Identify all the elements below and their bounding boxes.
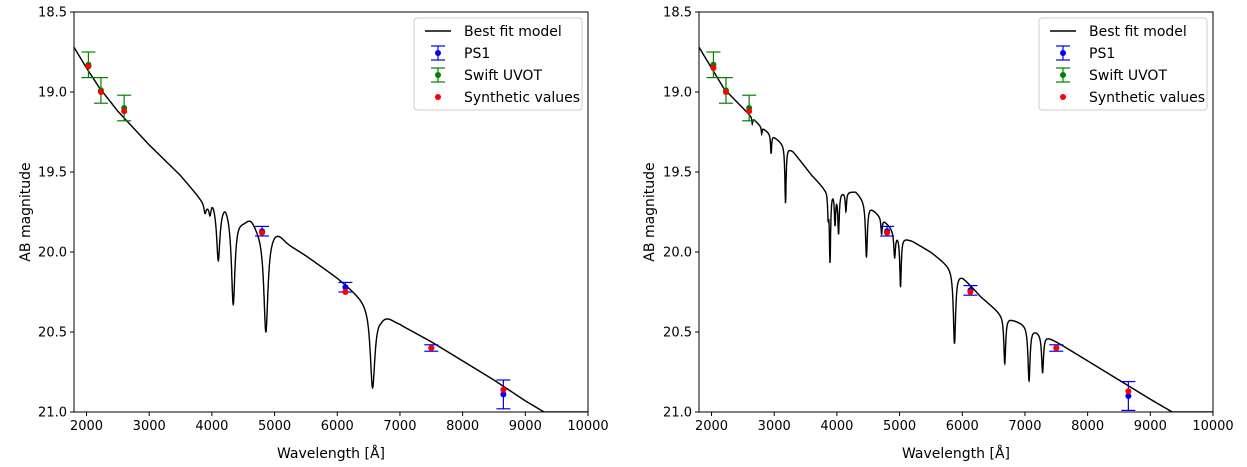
synthetic-point — [1125, 388, 1132, 395]
synthetic-point — [85, 63, 92, 70]
synthetic-point — [259, 229, 266, 236]
legend: Best fit model PS1 Swift UVOT Synthetic … — [1038, 17, 1208, 111]
y-tick-label: 20.0 — [663, 246, 692, 261]
legend-label-model: Best fit model — [1089, 24, 1187, 40]
x-tick-label: 10000 — [567, 419, 608, 434]
x-tick-label: 8000 — [446, 419, 479, 434]
legend-frame — [1038, 17, 1208, 111]
y-tick-label: 19.0 — [38, 86, 67, 101]
y-tick-label: 20.0 — [38, 246, 67, 261]
legend-ps1-swatch — [1056, 45, 1070, 61]
legend-label-ps1: PS1 — [1089, 46, 1115, 62]
legend-swift-swatch — [431, 67, 445, 83]
x-tick-label: 2000 — [70, 419, 103, 434]
legend-label-swift: Swift UVOT — [464, 68, 542, 84]
x-tick-label: 7000 — [1008, 419, 1041, 434]
legend-frame — [413, 17, 583, 111]
x-tick-label: 9000 — [509, 419, 542, 434]
synthetic-point — [342, 289, 349, 295]
y-axis-title: AB magnitude — [18, 162, 34, 261]
x-tick-label: 3000 — [758, 419, 791, 434]
y-tick-label: 19.5 — [663, 166, 692, 181]
y-axis-title: AB magnitude — [642, 162, 658, 261]
legend-label-ps1: PS1 — [464, 46, 490, 62]
chart-panel-right: 2000 3000 4000 5000 6000 7000 8000 9000 10000 18.… — [642, 6, 1234, 463]
x-tick-label: 7000 — [383, 419, 416, 434]
synthetic-point — [121, 108, 128, 115]
synthetic-point — [428, 345, 435, 351]
x-tick-label: 6000 — [321, 419, 354, 434]
legend-label-synthetic: Synthetic values — [464, 90, 580, 106]
legend-label-model: Best fit model — [464, 24, 562, 40]
y-tick-label: 19.5 — [38, 166, 67, 181]
y-tick-label: 18.5 — [663, 6, 692, 21]
best-fit-model-line — [74, 46, 588, 412]
synthetic-point — [746, 108, 753, 115]
y-tick-label: 20.5 — [663, 326, 692, 341]
x-tick-label: 4000 — [820, 419, 853, 434]
plot-frame — [73, 11, 589, 413]
x-tick-label: 8000 — [1071, 419, 1104, 434]
legend: Best fit model PS1 Swift UVOT Synthetic … — [413, 17, 583, 111]
y-tick-label: 21.0 — [663, 406, 692, 421]
x-tick-label: 4000 — [195, 419, 228, 434]
synthetic-point — [710, 65, 717, 71]
synthetic-point — [967, 289, 974, 295]
legend-ps1-swatch — [431, 45, 445, 61]
y-tick-label: 18.5 — [38, 6, 67, 21]
legend-swift-swatch — [1056, 67, 1070, 83]
x-tick-label: 5000 — [258, 419, 291, 434]
plot-frame — [698, 11, 1214, 413]
x-tick-label: 3000 — [133, 419, 166, 434]
best-fit-model-line — [699, 46, 1213, 412]
x-tick-label: 10000 — [1192, 419, 1233, 434]
x-axis-title: Wavelength [Å] — [902, 445, 1010, 462]
legend-synthetic-swatch — [435, 94, 441, 100]
y-tick-label: 19.0 — [663, 86, 692, 101]
errorbar-point — [1121, 381, 1136, 411]
legend-label-synthetic: Synthetic values — [1089, 90, 1205, 106]
legend-label-swift: Swift UVOT — [1089, 68, 1167, 84]
y-tick-label: 20.5 — [38, 326, 67, 341]
x-tick-label: 5000 — [883, 419, 916, 434]
synthetic-point — [97, 89, 104, 95]
x-axis-title: Wavelength [Å] — [277, 445, 385, 462]
legend-synthetic-swatch — [1060, 94, 1066, 100]
x-tick-label: 9000 — [1134, 419, 1167, 434]
x-tick-label: 2000 — [695, 419, 728, 434]
chart-panel-left: 2000 3000 4000 5000 6000 7000 8000 9000 10000 18.… — [18, 6, 609, 463]
x-tick-label: 6000 — [946, 419, 979, 434]
synthetic-point — [500, 386, 507, 393]
y-tick-label: 21.0 — [38, 406, 67, 421]
synthetic-point — [884, 229, 891, 236]
synthetic-point — [722, 89, 729, 95]
synthetic-point — [1053, 345, 1060, 351]
errorbar-point — [496, 379, 511, 410]
